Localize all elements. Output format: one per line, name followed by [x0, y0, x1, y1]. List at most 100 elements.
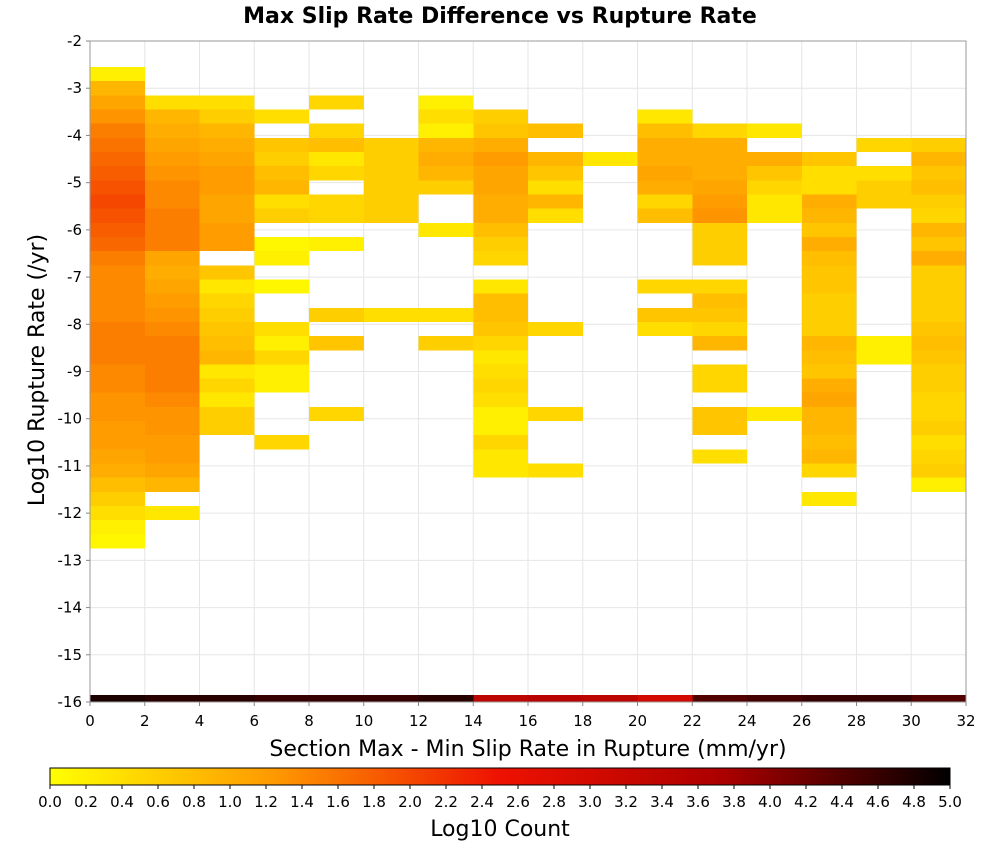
heatmap-cell [528, 166, 583, 181]
heatmap-cell [418, 307, 474, 322]
heatmap-cell [801, 406, 857, 422]
y-axis-label: Log10 Rupture Rate (/yr) [25, 234, 50, 506]
heatmap-cell [801, 293, 857, 308]
heatmap-cell [911, 449, 966, 464]
heatmap-cell [363, 694, 419, 702]
heatmap-cell [637, 137, 693, 152]
colorbar-tick-label: 2.8 [542, 793, 566, 811]
heatmap-cell [144, 449, 200, 464]
heatmap-cell [637, 694, 693, 702]
x-axis-ticks: 0 2 4 6 8 10 12 14 16 18 20 22 24 26 28 30 32 [85, 702, 976, 730]
heatmap-cell [692, 336, 747, 351]
heatmap-cell [856, 694, 912, 702]
heatmap-cell [90, 180, 145, 195]
heatmap-cells [90, 66, 966, 549]
heatmap-cell [90, 477, 145, 492]
y-axis-ticks: -2 -3 -4 -5 -6 -7 -8 -9 -10 -11 -12 -13 -14 -15 -16 [58, 32, 90, 711]
heatmap-cell [144, 392, 200, 407]
heatmap-cell [199, 364, 255, 379]
heatmap-cell [747, 208, 802, 223]
heatmap-cell [418, 95, 474, 110]
y-tick-label: -15 [58, 646, 83, 664]
heatmap-cell [144, 694, 200, 702]
colorbar-tick-label: 2.4 [470, 793, 494, 811]
colorbar-tick-label: 0.2 [74, 793, 98, 811]
heatmap-cell [473, 293, 528, 308]
heatmap-cell [418, 336, 474, 351]
heatmap-cell [199, 166, 255, 181]
heatmap-cell [199, 321, 255, 337]
heatmap-cell [473, 321, 528, 337]
heatmap-cell [801, 265, 857, 280]
heatmap-cell [801, 392, 857, 407]
heatmap-cell [637, 208, 693, 223]
x-tick-label: 16 [518, 712, 537, 730]
heatmap-cell [90, 534, 145, 549]
heatmap-cell [144, 194, 200, 209]
heatmap-cell [199, 406, 255, 422]
heatmap-cell [911, 166, 966, 181]
heatmap-cell [199, 236, 255, 252]
heatmap-cell [473, 406, 528, 422]
heatmap-cell [473, 378, 528, 393]
heatmap-cell [473, 194, 528, 209]
y-tick-label: -9 [67, 363, 82, 381]
heatmap-cell [528, 463, 583, 478]
heatmap-cell [254, 378, 309, 393]
heatmap-bottom-row [90, 694, 966, 702]
heatmap-cell [801, 336, 857, 351]
colorbar-tick-label: 1.8 [362, 793, 386, 811]
colorbar-tick-label: 5.0 [938, 793, 962, 811]
heatmap-cell [911, 251, 966, 266]
heatmap-cell [254, 251, 309, 266]
heatmap-cell [801, 321, 857, 337]
heatmap-cell [90, 236, 145, 252]
y-tick-label: -4 [67, 126, 82, 144]
heatmap-cell [254, 364, 309, 379]
heatmap-cell [199, 109, 255, 124]
heatmap-cell [363, 208, 419, 223]
heatmap-cell [199, 222, 255, 237]
heatmap-cell [418, 222, 474, 237]
heatmap-cell [528, 406, 583, 422]
heatmap-cell [90, 694, 145, 702]
heatmap-cell [144, 336, 200, 351]
heatmap-cell [692, 208, 747, 223]
heatmap-cell [473, 463, 528, 478]
colorbar-tick-label: 1.6 [326, 793, 350, 811]
colorbar-tick-label: 4.6 [866, 793, 890, 811]
heatmap-cell [692, 123, 747, 138]
colorbar-tick-label: 1.4 [290, 793, 314, 811]
heatmap-cell [911, 151, 966, 167]
heatmap-cell [144, 463, 200, 478]
x-axis-label: Section Max - Min Slip Rate in Rupture (… [269, 737, 786, 762]
heatmap-cell [363, 180, 419, 195]
heatmap-cell [90, 336, 145, 351]
heatmap-cell [199, 95, 255, 110]
heatmap-cell [144, 279, 200, 294]
heatmap-cell [528, 321, 583, 337]
heatmap-cell [199, 194, 255, 209]
heatmap-cell [801, 194, 857, 209]
heatmap-cell [801, 180, 857, 195]
heatmap-cell [473, 137, 528, 152]
colorbar-tick-label: 3.6 [686, 793, 710, 811]
heatmap-cell [911, 477, 966, 492]
x-tick-label: 20 [628, 712, 647, 730]
heatmap-cell [309, 95, 364, 110]
heatmap-cell [90, 293, 145, 308]
heatmap-cell [528, 208, 583, 223]
heatmap-cell [911, 694, 966, 702]
y-tick-label: -10 [58, 410, 83, 428]
heatmap-cell [801, 279, 857, 294]
heatmap-cell [90, 81, 145, 96]
colorbar-tick-label: 4.2 [794, 793, 818, 811]
y-tick-label: -3 [67, 79, 82, 97]
y-tick-label: -12 [58, 504, 83, 522]
heatmap-cell [309, 406, 364, 422]
heatmap-cell [144, 265, 200, 280]
heatmap-cell [692, 180, 747, 195]
heatmap-cell [144, 166, 200, 181]
heatmap-cell [254, 279, 309, 294]
colorbar-ticks: 0.0 0.2 0.4 0.6 0.8 1.0 1.2 1.4 1.6 1.8 2.0 2.2 2.4 2… [38, 785, 962, 811]
